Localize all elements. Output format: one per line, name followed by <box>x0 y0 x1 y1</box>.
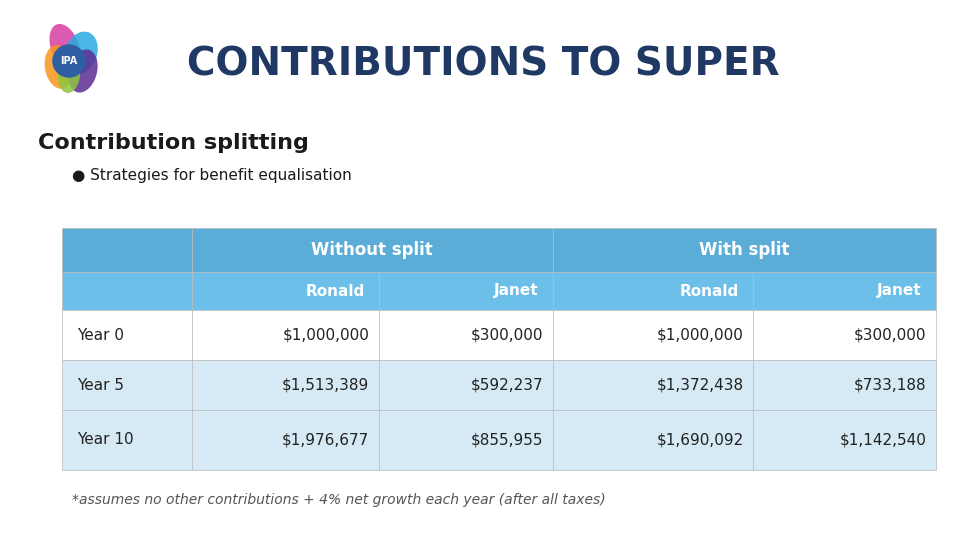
Bar <box>192 310 379 360</box>
Text: $733,188: $733,188 <box>853 377 926 393</box>
Bar <box>62 310 192 360</box>
Text: Year 5: Year 5 <box>77 377 124 393</box>
Text: $1,142,540: $1,142,540 <box>840 433 926 448</box>
Bar <box>553 410 754 470</box>
Text: Contribution splitting: Contribution splitting <box>38 133 309 153</box>
Text: Janet: Janet <box>877 284 922 299</box>
Text: IPA: IPA <box>60 56 78 66</box>
Ellipse shape <box>68 50 98 92</box>
Bar <box>379 360 553 410</box>
Text: Ronald: Ronald <box>305 284 365 299</box>
Text: Janet: Janet <box>493 284 539 299</box>
Text: $855,955: $855,955 <box>470 433 543 448</box>
Bar <box>379 310 553 360</box>
Circle shape <box>53 45 84 77</box>
Bar <box>553 228 936 272</box>
Text: *assumes no other contributions + 4% net growth each year (after all taxes): *assumes no other contributions + 4% net… <box>72 493 606 507</box>
Bar <box>553 272 754 310</box>
Bar <box>754 272 936 310</box>
Bar <box>754 410 936 470</box>
Bar <box>754 310 936 360</box>
Text: $1,372,438: $1,372,438 <box>657 377 744 393</box>
Text: Without split: Without split <box>311 241 433 259</box>
Ellipse shape <box>45 45 73 89</box>
Text: $1,000,000: $1,000,000 <box>282 327 370 342</box>
Text: CONTRIBUTIONS TO SUPER: CONTRIBUTIONS TO SUPER <box>187 46 780 84</box>
Bar <box>379 272 553 310</box>
Ellipse shape <box>50 24 81 70</box>
Ellipse shape <box>58 57 80 93</box>
Text: $592,237: $592,237 <box>470 377 543 393</box>
Text: $1,976,677: $1,976,677 <box>282 433 370 448</box>
Bar <box>62 360 192 410</box>
Text: Year 10: Year 10 <box>77 433 133 448</box>
Text: Ronald: Ronald <box>680 284 739 299</box>
Ellipse shape <box>64 32 98 75</box>
Bar <box>62 228 192 272</box>
Text: $1,000,000: $1,000,000 <box>657 327 744 342</box>
Text: $300,000: $300,000 <box>853 327 926 342</box>
Text: $300,000: $300,000 <box>470 327 543 342</box>
Bar <box>379 410 553 470</box>
Bar <box>553 310 754 360</box>
Bar <box>754 360 936 410</box>
Bar <box>62 410 192 470</box>
Text: $1,513,389: $1,513,389 <box>282 377 370 393</box>
Bar <box>192 228 553 272</box>
Bar <box>192 272 379 310</box>
Bar <box>62 272 192 310</box>
Text: With split: With split <box>699 241 789 259</box>
Text: ● Strategies for benefit equalisation: ● Strategies for benefit equalisation <box>72 168 351 183</box>
Text: $1,690,092: $1,690,092 <box>657 433 744 448</box>
Bar <box>192 360 379 410</box>
Bar <box>553 360 754 410</box>
Bar <box>192 410 379 470</box>
Text: Year 0: Year 0 <box>77 327 124 342</box>
